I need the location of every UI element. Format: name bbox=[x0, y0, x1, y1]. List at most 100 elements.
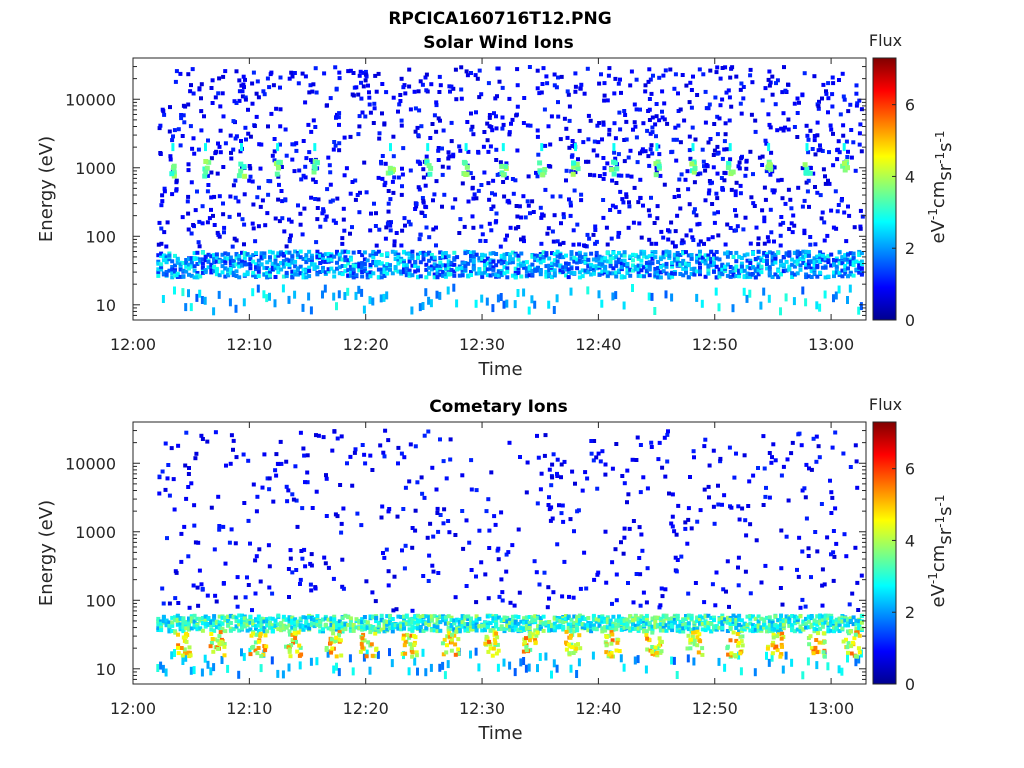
heatmap-cell bbox=[513, 266, 518, 271]
heatmap-cell bbox=[172, 507, 177, 512]
heatmap-cell bbox=[579, 192, 584, 197]
heatmap-cell bbox=[564, 267, 568, 272]
heatmap-cell bbox=[313, 125, 318, 129]
heatmap-cell bbox=[284, 250, 289, 255]
heatmap-cell bbox=[829, 127, 834, 132]
heatmap-cell bbox=[251, 270, 256, 275]
heatmap-cell bbox=[815, 254, 820, 259]
heatmap-cell bbox=[416, 133, 421, 138]
heatmap-cell bbox=[162, 230, 167, 235]
heatmap-cell bbox=[818, 303, 822, 312]
heatmap-cell bbox=[162, 186, 167, 191]
heatmap-cell bbox=[826, 96, 831, 101]
heatmap-cell bbox=[778, 586, 783, 590]
heatmap-cell bbox=[362, 266, 367, 271]
heatmap-cell bbox=[237, 261, 242, 266]
heatmap-cell bbox=[710, 235, 715, 240]
heatmap-cell bbox=[698, 171, 703, 176]
heatmap-cell bbox=[508, 258, 513, 263]
heatmap-cell bbox=[323, 561, 328, 566]
heatmap-cell bbox=[539, 241, 544, 246]
heatmap-cell bbox=[764, 141, 769, 146]
heatmap-cell bbox=[184, 258, 189, 262]
heatmap-cell bbox=[538, 260, 543, 265]
heatmap-cell bbox=[491, 628, 496, 632]
heatmap-cell bbox=[564, 261, 568, 266]
heatmap-cell bbox=[492, 514, 497, 519]
heatmap-cell bbox=[733, 208, 737, 213]
heatmap-cell bbox=[422, 495, 427, 500]
heatmap-cell bbox=[826, 258, 831, 263]
heatmap-cell bbox=[721, 587, 726, 592]
heatmap-cell bbox=[340, 241, 345, 246]
heatmap-cell bbox=[270, 616, 275, 621]
heatmap-cell bbox=[848, 262, 853, 267]
heatmap-cell bbox=[766, 77, 771, 82]
heatmap-cell bbox=[748, 73, 753, 78]
heatmap-cell bbox=[256, 258, 261, 263]
heatmap-cell bbox=[730, 169, 736, 175]
heatmap-cell bbox=[199, 109, 204, 114]
heatmap-cell bbox=[300, 506, 305, 511]
heatmap-cell bbox=[742, 253, 747, 258]
heatmap-cell bbox=[748, 266, 753, 271]
heatmap-cell bbox=[268, 249, 272, 254]
heatmap-cell bbox=[234, 252, 239, 257]
heatmap-cell bbox=[187, 266, 191, 271]
heatmap-cell bbox=[504, 569, 509, 574]
heatmap-cell bbox=[180, 215, 185, 220]
heatmap-cell bbox=[181, 288, 185, 297]
heatmap-cell bbox=[715, 144, 720, 149]
heatmap-cell bbox=[664, 614, 669, 619]
heatmap-cell bbox=[228, 614, 233, 619]
heatmap-cell bbox=[770, 255, 775, 260]
heatmap-cell bbox=[670, 656, 674, 665]
heatmap-cell bbox=[559, 74, 564, 79]
heatmap-cell bbox=[369, 211, 373, 216]
heatmap-cell bbox=[653, 615, 658, 620]
heatmap-cell bbox=[720, 186, 725, 190]
heatmap-cell bbox=[524, 490, 529, 495]
heatmap-cell bbox=[231, 627, 236, 632]
heatmap-cell bbox=[298, 627, 303, 632]
heatmap-cell bbox=[776, 178, 781, 183]
heatmap-cell bbox=[178, 143, 183, 148]
heatmap-cell bbox=[169, 446, 174, 451]
heatmap-cell bbox=[644, 665, 648, 674]
heatmap-cell bbox=[605, 259, 610, 264]
heatmap-cell bbox=[418, 251, 423, 255]
heatmap-cell bbox=[238, 149, 243, 154]
heatmap-cell bbox=[603, 628, 608, 633]
heatmap-cell bbox=[572, 255, 577, 260]
heatmap-cell bbox=[245, 262, 250, 267]
heatmap-cell bbox=[432, 614, 437, 619]
heatmap-cell bbox=[156, 619, 161, 624]
heatmap-cell bbox=[675, 613, 680, 618]
heatmap-cell bbox=[418, 614, 423, 619]
heatmap-cell bbox=[675, 254, 680, 259]
heatmap-cell bbox=[765, 262, 769, 266]
heatmap-cell bbox=[674, 158, 679, 163]
heatmap-cell bbox=[200, 586, 205, 591]
heatmap-cell bbox=[706, 484, 711, 489]
heatmap-cell bbox=[385, 262, 390, 267]
heatmap-cell bbox=[247, 164, 252, 168]
heatmap-cell bbox=[237, 264, 242, 269]
heatmap-cell bbox=[612, 150, 617, 155]
heatmap-cell bbox=[830, 75, 835, 80]
heatmap-cell bbox=[404, 263, 409, 268]
heatmap-cell bbox=[642, 615, 647, 620]
heatmap-cell bbox=[820, 265, 825, 270]
heatmap-cell bbox=[637, 221, 642, 226]
heatmap-cell bbox=[734, 250, 739, 255]
heatmap-cell bbox=[471, 264, 476, 268]
heatmap-cell bbox=[735, 224, 740, 229]
heatmap-cell bbox=[653, 618, 658, 623]
heatmap-cell bbox=[610, 178, 615, 183]
heatmap-cell bbox=[605, 625, 610, 630]
heatmap-cell bbox=[642, 274, 647, 279]
heatmap-cell bbox=[228, 270, 233, 275]
heatmap-cell bbox=[709, 257, 714, 262]
heatmap-cell bbox=[195, 275, 200, 280]
heatmap-cell bbox=[716, 210, 720, 215]
